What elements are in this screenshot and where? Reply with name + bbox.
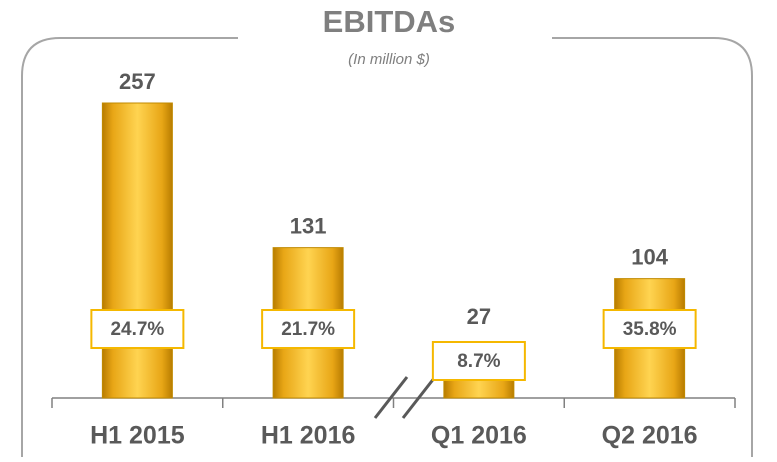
margin-label: 24.7% <box>110 319 164 340</box>
margin-box <box>602 309 697 349</box>
margin-box <box>431 341 526 381</box>
value-label: 257 <box>119 69 156 94</box>
margin-label: 35.8% <box>623 319 677 340</box>
bar <box>101 102 173 399</box>
margin-box <box>90 309 185 349</box>
frame <box>21 37 753 462</box>
value-label: 131 <box>290 213 327 238</box>
axis-break <box>373 376 437 419</box>
margin-box <box>261 309 356 349</box>
x-tick-label: H1 2016 <box>261 422 356 450</box>
value-label: 104 <box>631 244 668 269</box>
chart-title: EBITDAs <box>323 4 456 39</box>
x-tick-label: Q1 2016 <box>431 422 527 450</box>
margin-label: 8.7% <box>457 351 500 372</box>
chart-subtitle: (In million $) <box>348 51 430 68</box>
margin-label: 21.7% <box>281 319 335 340</box>
value-label: 27 <box>467 304 491 329</box>
x-tick-label: Q2 2016 <box>602 422 698 450</box>
x-tick-label: H1 2015 <box>90 422 185 450</box>
